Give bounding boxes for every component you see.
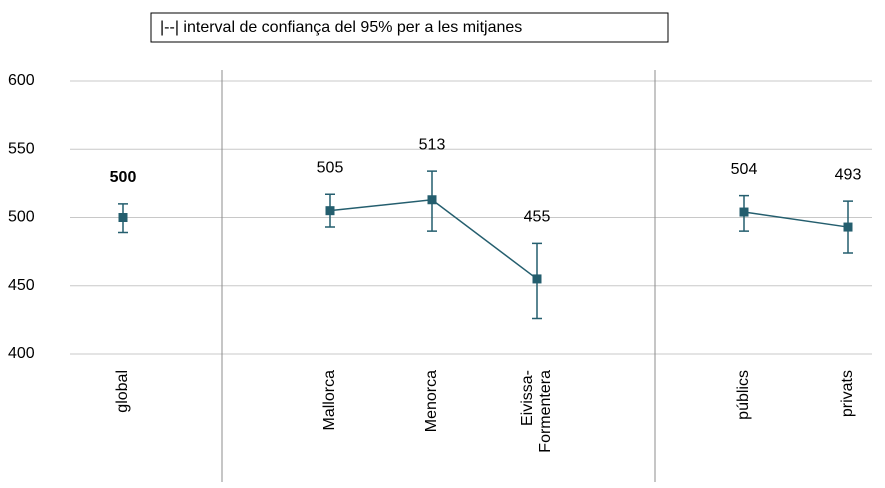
y-tick-label: 400 (8, 345, 35, 362)
data-label: 493 (835, 166, 862, 183)
x-tick-label: públics (735, 370, 752, 420)
data-label: 455 (524, 209, 551, 226)
x-tick-label: Eivissa-Formentera (519, 370, 554, 453)
data-label: 504 (731, 161, 758, 178)
point (118, 213, 128, 222)
legend-text: |--| interval de confiança del 95% per a… (160, 19, 522, 36)
point (532, 274, 542, 284)
series-line (329, 198, 538, 280)
point (325, 206, 335, 216)
point (739, 207, 749, 217)
y-tick-label: 600 (8, 72, 35, 89)
x-tick-label: Mallorca (321, 370, 338, 431)
data-label: 500 (110, 169, 137, 186)
series-line (743, 211, 849, 228)
y-tick-label: 500 (8, 209, 35, 226)
x-tick-label: global (114, 370, 131, 413)
point (427, 195, 437, 205)
y-tick-label: 450 (8, 277, 35, 294)
x-tick-label: privats (839, 370, 856, 417)
y-tick-label: 550 (8, 140, 35, 157)
data-label: 505 (317, 160, 344, 177)
x-tick-label: Menorca (423, 370, 440, 432)
legend-box (150, 12, 669, 43)
point (843, 222, 853, 232)
data-label: 513 (419, 136, 446, 153)
